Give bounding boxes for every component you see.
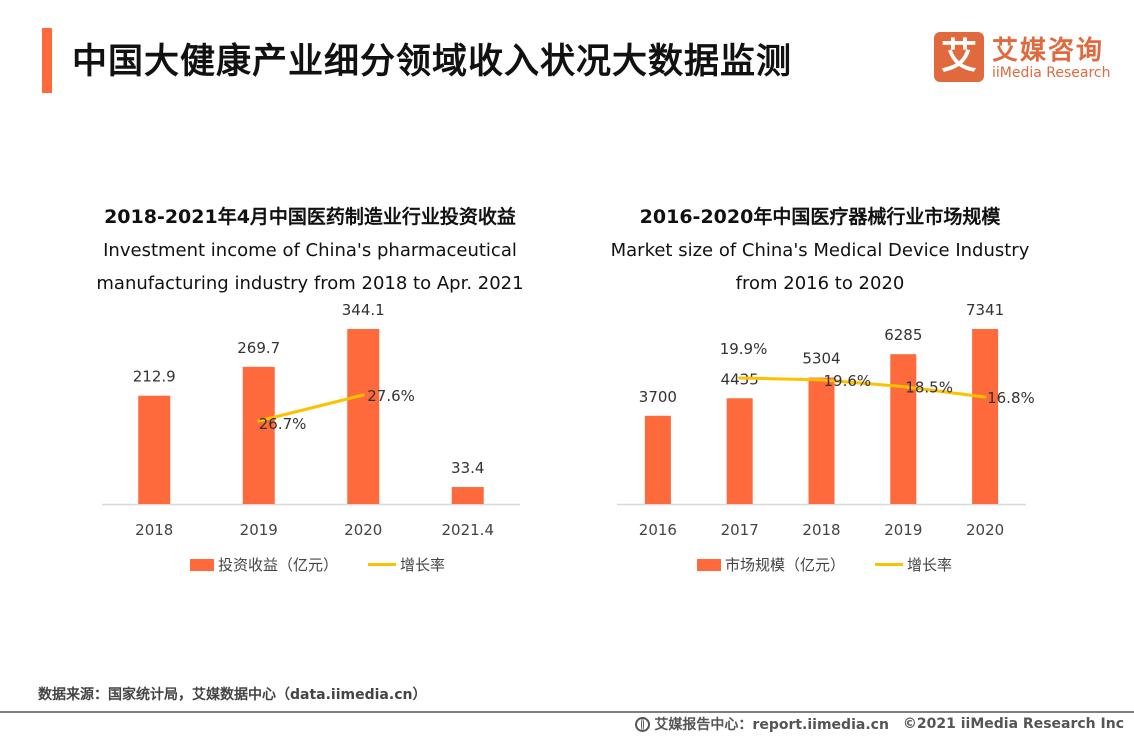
bar-2020	[347, 329, 380, 504]
bar-value-label: 33.4	[451, 459, 484, 477]
chart1-title: 2018-2021年4月中国医药制造业行业投资收益	[104, 206, 516, 228]
bar-value-label: 269.7	[237, 339, 280, 357]
chart2-title: 2016-2020年中国医疗器械行业市场规模	[639, 206, 1001, 228]
bar-value-label: 5304	[802, 350, 840, 368]
bar-2020	[972, 329, 999, 504]
globe-icon	[635, 716, 651, 732]
growth-rate-line	[738, 376, 987, 399]
x-tick-label: 2019	[884, 521, 922, 539]
bar-2019	[242, 366, 275, 504]
bar-2019	[890, 354, 917, 504]
growth-rate-label: 16.8%	[987, 389, 1035, 407]
legend-bar-swatch	[190, 558, 214, 571]
x-tick-label: 2019	[240, 521, 278, 539]
legend-line-swatch	[368, 563, 397, 566]
bar-value-label: 6285	[884, 326, 922, 344]
bar-2017	[726, 398, 753, 504]
chart1-title-block: 2018-2021年4月中国医药制造业行业投资收益 Investment inc…	[60, 200, 560, 300]
iimedia-logo: 艾 艾媒咨询 iiMedia Research	[934, 32, 1114, 84]
logo-name-cn: 艾媒咨询	[992, 36, 1105, 66]
x-tick-label: 2020	[344, 521, 382, 539]
chart2-subtitle-2: from 2016 to 2020	[735, 273, 905, 294]
footer-divider	[0, 711, 1134, 713]
x-tick-label: 2017	[721, 521, 759, 539]
chart1-subtitle-2: manufacturing industry from 2018 to Apr.…	[96, 273, 524, 294]
bar-value-label: 344.1	[342, 301, 385, 319]
legend-line-swatch	[875, 563, 904, 566]
x-tick-label: 2020	[966, 521, 1004, 539]
bar-value-label: 3700	[639, 388, 677, 406]
copyright: ©2021 iiMedia Research Inc	[902, 716, 1124, 732]
legend-bar-label: 投资收益（亿元）	[218, 556, 339, 574]
logo-name-en: iiMedia Research	[992, 65, 1111, 81]
legend-line-label: 增长率	[400, 556, 446, 574]
bar-2016	[644, 415, 671, 504]
data-source: 数据来源：国家统计局，艾媒数据中心（data.iimedia.cn）	[38, 687, 427, 703]
x-tick-label: 2021.4	[442, 521, 495, 539]
bar-value-label: 7341	[966, 301, 1004, 319]
x-tick-label: 2018	[135, 521, 173, 539]
bar-value-label: 4435	[721, 370, 759, 388]
growth-rate-label: 18.5%	[905, 379, 953, 397]
growth-rate-line	[257, 393, 365, 423]
chart1-subtitle-1: Investment income of China's pharmaceuti…	[103, 240, 517, 261]
growth-rate-label: 26.7%	[259, 415, 307, 433]
legend-line-label: 增长率	[907, 556, 953, 574]
bar-2018	[138, 395, 171, 504]
bar-2021.4	[451, 487, 484, 504]
footer: 艾媒报告中心：report.iimedia.cn ©2021 iiMedia R…	[635, 714, 1124, 734]
report-center-link[interactable]: 艾媒报告中心：report.iimedia.cn	[654, 717, 889, 733]
growth-rate-label: 19.6%	[824, 372, 872, 390]
legend-bar-label: 市场规模（亿元）	[725, 556, 846, 574]
chart1-legend: 投资收益（亿元） 增长率	[190, 554, 445, 575]
chart2-title-block: 2016-2020年中国医疗器械行业市场规模 Market size of Ch…	[570, 200, 1070, 300]
title-accent-bar	[42, 28, 52, 93]
iimedia-logo-icon: 艾	[934, 32, 984, 82]
chart2-legend: 市场规模（亿元） 增长率	[697, 554, 952, 575]
page-title: 中国大健康产业细分领域收入状况大数据监测	[72, 42, 793, 82]
growth-rate-label: 27.6%	[367, 387, 415, 405]
chart2-subtitle-1: Market size of China's Medical Device In…	[610, 240, 1030, 261]
bar-value-label: 212.9	[133, 368, 176, 386]
bar-2018	[808, 377, 835, 504]
legend-bar-swatch	[697, 558, 721, 571]
growth-rate-label: 19.9%	[720, 340, 768, 358]
x-tick-label: 2016	[639, 521, 677, 539]
x-tick-label: 2018	[802, 521, 840, 539]
